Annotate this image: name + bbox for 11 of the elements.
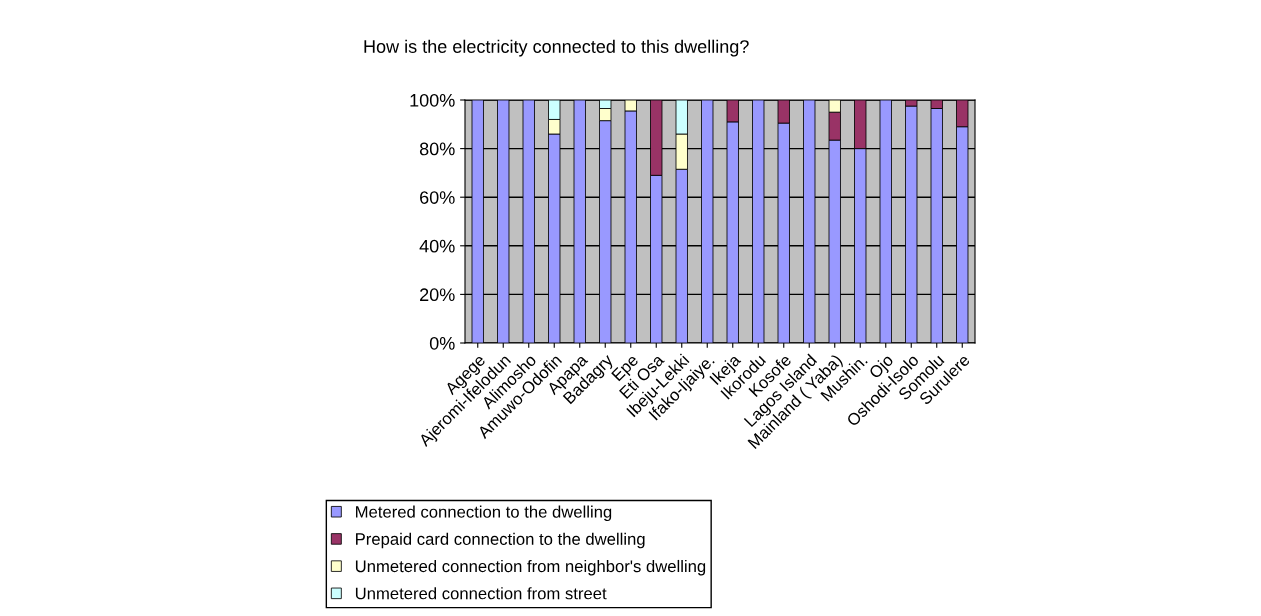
y-tick-label: 40% (419, 239, 455, 253)
y-tick-label: 80% (419, 142, 455, 156)
legend-label: Unmetered connection from neighbor's dwelling (355, 559, 706, 576)
y-tick-label: 100% (410, 93, 455, 107)
legend-label: Prepaid card connection to the dwelling (356, 532, 645, 549)
y-tick-label: 20% (420, 288, 455, 302)
y-tick-label: 60% (420, 191, 455, 204)
legend-label: Unmetered connection from street (355, 587, 607, 600)
chart-title: How is the electricity connected to this dwelling? (364, 39, 749, 57)
y-tick-label: 0% (429, 336, 455, 350)
legend-label: Metered connection to the dwelling (356, 505, 612, 522)
